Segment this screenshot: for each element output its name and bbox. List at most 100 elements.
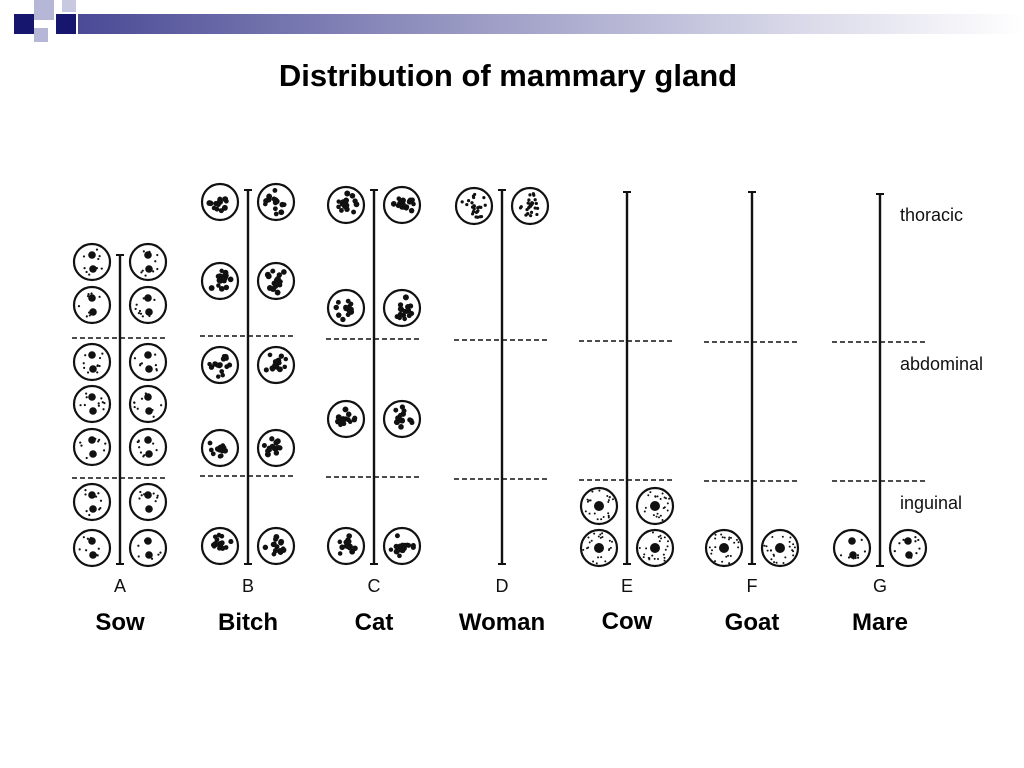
gland-speck: [711, 549, 714, 552]
gland-speck: [723, 536, 726, 539]
gland-dot: [220, 545, 226, 551]
gland-speck: [586, 500, 589, 503]
gland-speck: [914, 540, 917, 543]
gland-speck: [770, 558, 773, 561]
gland-speck: [86, 537, 89, 540]
gland-speck: [609, 546, 612, 549]
gland-speck: [781, 535, 784, 538]
gland-dot: [465, 202, 469, 207]
gland-dot: [482, 196, 486, 200]
gland-speck: [710, 552, 713, 555]
gland-speck: [156, 496, 159, 499]
gland-dot: [207, 440, 213, 446]
gland-speck: [157, 553, 160, 556]
gland-speck: [708, 546, 711, 549]
gland-speck: [608, 539, 611, 542]
gland-speck: [89, 312, 92, 315]
gland-dot: [227, 276, 234, 283]
gland-speck: [94, 495, 98, 498]
gland-dot: [399, 404, 406, 410]
gland-dot: [529, 214, 533, 218]
gland-speck: [135, 303, 138, 306]
gland-speck: [593, 512, 596, 515]
gland-dot: [228, 539, 234, 545]
gland-speck: [714, 537, 717, 540]
gland-circle: [128, 285, 168, 325]
gland-speck: [101, 401, 104, 404]
gland-dot: [217, 273, 223, 279]
gland-speck: [659, 534, 662, 537]
gland-speck: [141, 315, 144, 318]
gland-speck: [839, 554, 843, 557]
gland-speck: [656, 495, 659, 498]
gland-speck: [595, 562, 598, 565]
gland-dot: [466, 199, 471, 203]
gland-speck: [156, 494, 159, 497]
gland-speck: [784, 556, 787, 559]
gland-speck: [852, 557, 855, 560]
gland-dot: [533, 206, 537, 210]
gland-dot: [215, 362, 221, 368]
gland-speck: [88, 513, 91, 517]
gland-speck: [782, 562, 785, 565]
gland-speck: [148, 250, 151, 254]
gland-dot: [261, 443, 267, 449]
gland-speck: [86, 371, 90, 374]
gland-speck: [729, 536, 732, 539]
region-label-thoracic: thoracic: [900, 205, 963, 225]
gland-dot: [528, 193, 532, 197]
gland-speck: [655, 515, 658, 518]
gland-circle: [128, 482, 168, 522]
gland-speck: [656, 512, 659, 515]
gland-speck: [82, 536, 85, 539]
gland-dot: [211, 544, 217, 549]
gland-speck: [847, 556, 851, 559]
gland-dot: [399, 547, 406, 554]
gland-dot: [352, 545, 358, 552]
gland-dot: [349, 306, 354, 312]
species-label: Mare: [851, 609, 909, 636]
gland-speck: [599, 536, 602, 539]
gland-circle: [888, 528, 928, 568]
gland-dot: [89, 551, 97, 559]
gland-dot: [333, 304, 339, 311]
gland-dot: [397, 553, 402, 559]
gland-dot: [719, 543, 729, 553]
gland-speck: [788, 545, 791, 548]
gland-circle: [128, 242, 168, 282]
gland-speck: [663, 506, 666, 509]
gland-dot: [407, 303, 414, 309]
gland-speck: [643, 553, 646, 556]
gland-dot: [279, 201, 286, 208]
gland-dot: [345, 312, 351, 318]
gland-dot: [526, 212, 530, 216]
gland-dot: [277, 549, 284, 555]
gland-speck: [95, 248, 99, 251]
gland-dot: [408, 207, 415, 214]
gland-dot: [399, 417, 405, 423]
gland-speck: [663, 496, 666, 499]
gland-speck: [139, 312, 143, 315]
gland-speck: [661, 519, 664, 522]
gland-dot: [283, 356, 289, 362]
gland-speck: [142, 250, 145, 253]
gland-dot: [210, 451, 216, 457]
species-label: Woman: [458, 609, 546, 636]
gland-speck: [652, 514, 655, 517]
gland-speck: [908, 540, 911, 543]
gland-speck: [155, 367, 158, 371]
gland-speck: [140, 271, 143, 274]
gland-dot: [218, 285, 225, 292]
gland-speck: [735, 538, 738, 541]
gland-dot: [411, 201, 416, 207]
gland-speck: [142, 297, 145, 300]
gland-speck: [657, 535, 660, 538]
gland-speck: [147, 554, 150, 558]
gland-dot: [266, 285, 273, 291]
gland-speck: [596, 518, 599, 521]
gland-speck: [154, 260, 157, 263]
gland-dot: [282, 364, 288, 370]
gland-speck: [91, 267, 94, 271]
gland-dot: [273, 199, 279, 205]
gland-speck: [660, 537, 663, 540]
